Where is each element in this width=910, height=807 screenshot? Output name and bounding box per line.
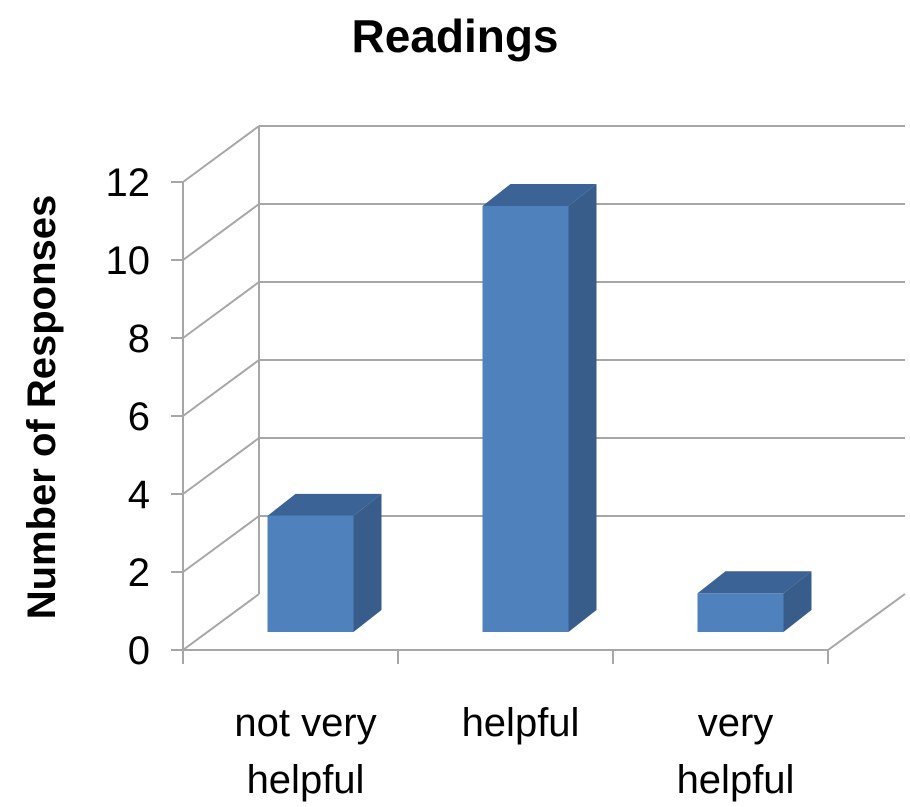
y-tick-label: 12 xyxy=(106,161,151,205)
bar-front xyxy=(267,515,354,632)
y-tick-label: 0 xyxy=(128,629,150,673)
bar xyxy=(697,571,812,632)
bar-front xyxy=(482,206,569,632)
side-wall-line xyxy=(182,593,260,651)
x-category-label: helpful xyxy=(462,701,580,745)
side-wall-line xyxy=(182,203,260,261)
x-category-label: helpful xyxy=(247,758,365,802)
bar-top xyxy=(697,571,812,594)
bar xyxy=(267,493,382,632)
axes xyxy=(171,181,829,664)
side-wall-line xyxy=(182,359,260,417)
bar-side xyxy=(783,571,812,632)
side-wall-line xyxy=(182,437,260,495)
bar-top xyxy=(482,184,597,206)
chart-title: Readings xyxy=(351,10,558,62)
bar-top xyxy=(267,493,382,516)
x-category-label: not very xyxy=(234,701,376,745)
bar xyxy=(482,184,597,632)
bar-front xyxy=(697,593,784,632)
y-tick-label: 6 xyxy=(128,395,150,439)
y-tick-label: 2 xyxy=(128,551,150,595)
x-category-label: helpful xyxy=(677,758,795,802)
y-tick-label: 8 xyxy=(128,317,150,361)
floor-edge xyxy=(827,593,906,651)
y-axis-label: Number of Responses xyxy=(20,195,64,620)
side-wall-line xyxy=(182,281,260,339)
x-category-label: very xyxy=(698,701,774,745)
labels: Readings Number of Responses 0 2 4 6 8 10 12 no… xyxy=(20,10,794,802)
side-wall-line xyxy=(182,515,260,573)
y-tick-label: 10 xyxy=(106,239,151,283)
bar-side xyxy=(568,184,597,632)
y-tick-label: 4 xyxy=(128,473,150,517)
bar-side xyxy=(353,493,382,632)
bars xyxy=(267,184,812,632)
side-wall-line xyxy=(182,125,260,183)
